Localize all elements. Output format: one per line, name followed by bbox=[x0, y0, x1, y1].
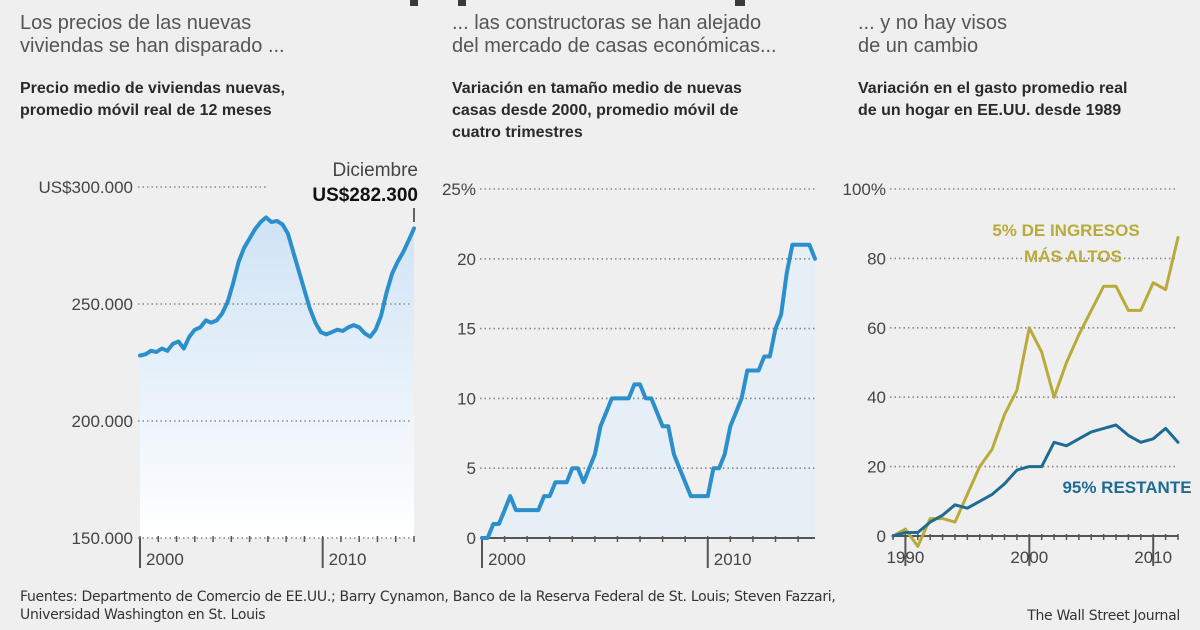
panel-3-heading-line: ... y no hay visos bbox=[858, 12, 1007, 34]
x-tick-label: 2000 bbox=[146, 550, 184, 569]
y-tick-label: 0 bbox=[877, 527, 886, 546]
chart-2: 0 5 10 15 20 25% 2000 2010 bbox=[442, 180, 817, 569]
y-tick-label: 25% bbox=[442, 180, 476, 199]
sources-line: Fuentes: Departmento de Comercio de EE.U… bbox=[20, 589, 836, 605]
series-label-rest95: 95% RESTANTE bbox=[1062, 478, 1191, 497]
clipped-headline-fragment bbox=[410, 0, 418, 6]
y-tick-label: 0 bbox=[467, 529, 476, 548]
y-tick-label: 20 bbox=[457, 250, 476, 269]
sources-footer: Fuentes: Departmento de Comercio de EE.U… bbox=[20, 588, 836, 624]
clipped-headline-fragment bbox=[735, 0, 745, 6]
y-tick-label: 15 bbox=[457, 320, 476, 339]
y-tick-label: 20 bbox=[867, 458, 886, 477]
y-tick-label: 150.000 bbox=[72, 529, 133, 548]
y-tick-label: 250.000 bbox=[72, 295, 133, 314]
series-line-1 bbox=[138, 215, 416, 358]
clipped-headline-fragment bbox=[458, 0, 466, 6]
x-tick-label: 2000 bbox=[488, 550, 526, 569]
x-tick-label: 2000 bbox=[1010, 548, 1048, 567]
panel-3-subheading: Variación en el gasto promedio real de u… bbox=[858, 78, 1127, 122]
panel-3-subheading-line: de un hogar en EE.UU. desde 1989 bbox=[858, 102, 1122, 119]
y-tick-label: 60 bbox=[867, 319, 886, 338]
series-label-top5: MÁS ALTOS bbox=[1024, 247, 1122, 266]
y-tick-label: 80 bbox=[867, 249, 886, 268]
panel-2-subheading-line: cuatro trimestres bbox=[452, 124, 583, 141]
x-tick-label: 2010 bbox=[1134, 548, 1172, 567]
panel-3-subheading-line: Variación en el gasto promedio real bbox=[858, 80, 1128, 97]
panel-2-heading-line: ... las constructoras se han alejado bbox=[452, 12, 762, 34]
panel-1-heading-line: Los precios de las nuevas bbox=[20, 12, 252, 34]
annotation-value: US$282.300 bbox=[312, 185, 418, 206]
annotation-label: Diciembre bbox=[332, 160, 418, 181]
area-fill bbox=[140, 217, 414, 538]
panel-2-heading: ... las constructoras se han alejado del… bbox=[452, 12, 777, 58]
publisher-credit: The Wall Street Journal bbox=[1027, 608, 1180, 624]
x-tick-label: 1990 bbox=[886, 548, 924, 567]
y-tick-label: US$300.000 bbox=[38, 178, 133, 197]
y-tick-label: 100% bbox=[843, 180, 886, 199]
series-line-2 bbox=[891, 423, 1180, 538]
series-line-1 bbox=[480, 242, 817, 540]
panel-2-subheading: Variación en tamaño medio de nuevas casa… bbox=[452, 78, 742, 144]
panel-1-heading: Los precios de las nuevas viviendas se h… bbox=[20, 12, 285, 58]
chart-1: 150.000 200.000 250.000 US$300.000 2000 2010 D… bbox=[38, 160, 418, 569]
panel-1-subheading-line: promedio móvil real de 12 meses bbox=[20, 102, 272, 119]
x-tick-label: 2010 bbox=[329, 550, 367, 569]
panel-1-subheading-line: Precio medio de viviendas nuevas, bbox=[20, 80, 285, 97]
sources-line: Universidad Washington en St. Louis bbox=[20, 607, 266, 623]
panel-3-heading: ... y no hay visos de un cambio bbox=[858, 12, 1007, 58]
panel-2-heading-line: del mercado de casas económicas... bbox=[452, 35, 777, 57]
y-tick-label: 5 bbox=[467, 459, 476, 478]
x-tick-label: 2010 bbox=[714, 550, 752, 569]
y-tick-label: 10 bbox=[457, 389, 476, 408]
series-label-top5: 5% DE INGRESOS bbox=[992, 221, 1139, 240]
series-line-1 bbox=[891, 236, 1180, 548]
panel-3-heading-line: de un cambio bbox=[858, 35, 979, 57]
panel-2-subheading-line: casas desde 2000, promedio móvil de bbox=[452, 102, 739, 119]
y-tick-label: 200.000 bbox=[72, 412, 133, 431]
panel-2-subheading-line: Variación en tamaño medio de nuevas bbox=[452, 80, 742, 97]
panel-1-heading-line: viviendas se han disparado ... bbox=[20, 35, 285, 57]
panel-1-subheading: Precio medio de viviendas nuevas, promed… bbox=[20, 78, 285, 122]
area-fill bbox=[482, 244, 815, 539]
chart-3: 0 20 40 60 80 100% 1990 2000 2010 5% DE INGRESOS M… bbox=[843, 180, 1192, 567]
y-tick-label: 40 bbox=[867, 388, 886, 407]
